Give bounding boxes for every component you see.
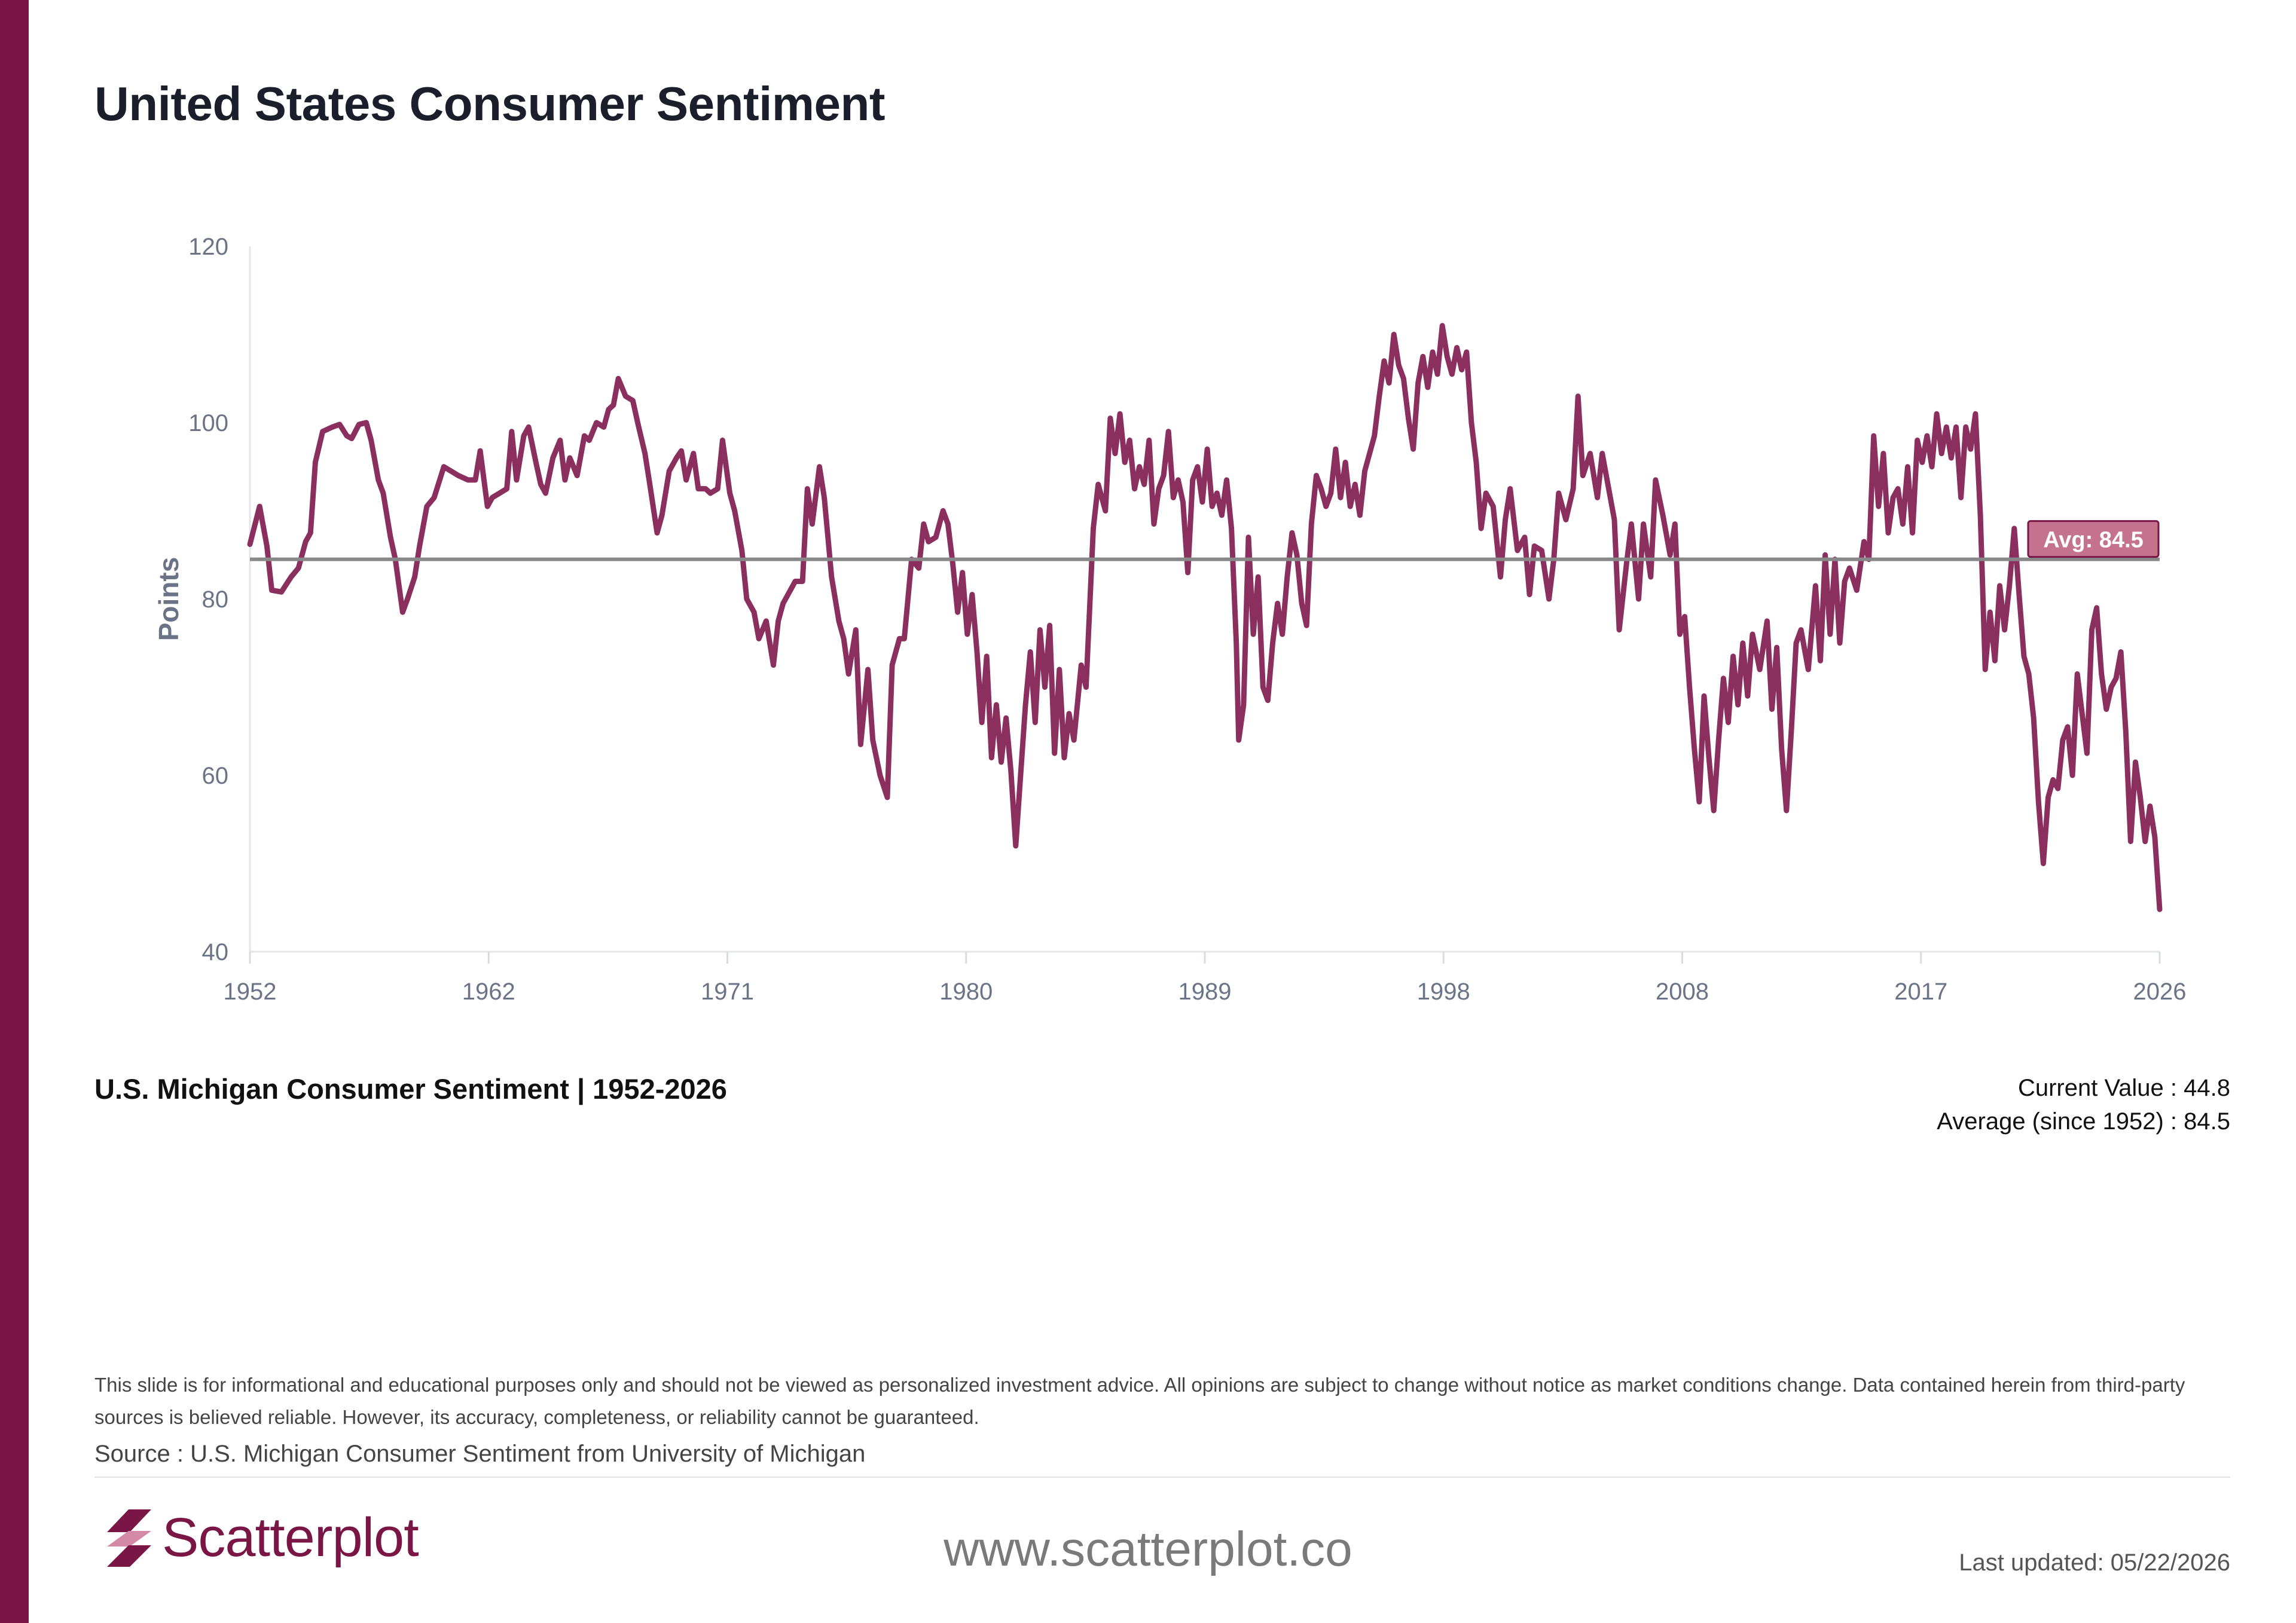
average-badge-label: Avg: 84.5	[2043, 528, 2144, 553]
series-line	[247, 323, 2163, 912]
last-updated: Last updated: 05/22/2026	[1959, 1549, 2230, 1576]
average-row: Average (since 1952) : 84.5	[1937, 1105, 2230, 1138]
accent-side-bar	[0, 0, 29, 1623]
x-tick-label: 1962	[462, 979, 515, 1005]
x-tick-label: 2026	[2133, 979, 2187, 1005]
y-tick-label: 80	[202, 586, 229, 613]
current-value-label: Current Value :	[2017, 1075, 2178, 1101]
sentiment-line-chart: 40 60 80 100 120 1952 1962 1971 1980 1989 1998 2008…	[153, 234, 2187, 1005]
disclaimer-text: This slide is for informational and educ…	[94, 1374, 2185, 1428]
y-tick-label: 60	[202, 763, 229, 789]
brand-logo: Scatterplot	[105, 1506, 419, 1569]
brand-name: Scatterplot	[162, 1507, 419, 1568]
average-label: Average (since 1952) :	[1937, 1108, 2178, 1135]
y-tick-label: 120	[188, 234, 228, 260]
y-tick-label: 100	[188, 410, 228, 436]
y-tick-label: 40	[202, 939, 229, 965]
x-tick-label: 1980	[939, 979, 993, 1005]
average-value: 84.5	[2184, 1108, 2230, 1135]
x-tick-label: 2017	[1894, 979, 1947, 1005]
x-tick-label: 1989	[1178, 979, 1232, 1005]
scatterplot-logo-icon	[107, 1509, 151, 1567]
current-value: 44.8	[2184, 1075, 2230, 1101]
website-link[interactable]: www.scatterplot.co	[944, 1522, 1352, 1576]
x-tick-label: 1952	[224, 979, 277, 1005]
source-text: Source : U.S. Michigan Consumer Sentimen…	[94, 1441, 866, 1467]
x-tick-label: 1971	[701, 979, 754, 1005]
x-tick-label: 2008	[1656, 979, 1709, 1005]
page-title: United States Consumer Sentiment	[94, 77, 886, 130]
average-badge	[2027, 520, 2160, 558]
x-tick-label: 1998	[1417, 979, 1470, 1005]
stats-panel: Current Value : 44.8 Average (since 1952…	[1937, 1071, 2230, 1138]
footer-divider	[94, 1477, 2230, 1478]
current-value-row: Current Value : 44.8	[1937, 1071, 2230, 1105]
y-axis-label: Points	[153, 557, 184, 641]
chart-subtitle: U.S. Michigan Consumer Sentiment | 1952-…	[94, 1073, 727, 1105]
